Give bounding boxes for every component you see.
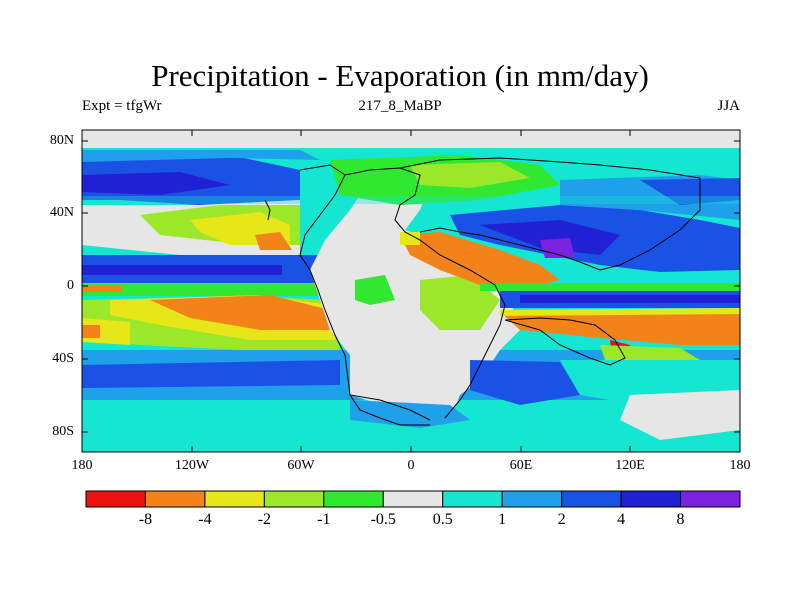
period-label: 217_8_MaBP <box>358 98 442 114</box>
colorbar-swatch <box>501 490 563 508</box>
field-itcz-core <box>82 265 282 275</box>
lon-label-180-right: 180 <box>729 458 751 473</box>
field-south-indian-dry <box>500 312 740 345</box>
field-asian-monsoon-max <box>540 238 575 258</box>
lat-label-40n: 40N <box>49 205 74 220</box>
field-ne-pacific-driest <box>255 232 292 250</box>
experiment-label: Expt = tfgWr <box>82 98 162 114</box>
colorbar-label: -1 <box>317 511 331 528</box>
colorbar-swatch <box>323 490 384 508</box>
field-south-pacific-high <box>620 390 740 440</box>
colorbar-label: 8 <box>676 511 685 528</box>
field-indian-equatorial <box>480 283 740 291</box>
field-sahara-edge <box>400 232 420 245</box>
coastline-atlantic-east <box>344 167 506 419</box>
coastline-antarctica <box>349 394 430 426</box>
colorbar-label: 1 <box>498 511 507 528</box>
lon-label-60w: 60W <box>287 458 315 473</box>
field-north-pacific-core <box>82 172 230 195</box>
lat-label-80s: 80S <box>52 424 74 439</box>
field-south-atlantic-storm <box>350 400 470 428</box>
colorbar-swatch <box>382 490 444 508</box>
colorbar-swatch <box>263 490 325 508</box>
colorbar-label: 4 <box>617 511 626 528</box>
colorbar-swatch <box>85 490 146 508</box>
colorbar-label: -4 <box>198 511 212 528</box>
colorbar-swatch <box>680 490 741 508</box>
season-label: JJA <box>717 98 740 114</box>
colorbar-label: -2 <box>257 511 272 528</box>
field-south-indian-edge <box>500 308 740 316</box>
field-sw-pacific-driest <box>82 325 100 338</box>
field-south-atlantic-core <box>470 360 580 405</box>
coastline-americas-west <box>299 164 431 421</box>
coastline-eurasia <box>399 157 701 271</box>
lon-label-0: 0 <box>407 458 415 473</box>
field-arctic <box>82 130 740 148</box>
lon-label-180-left: 180 <box>71 458 93 473</box>
lon-label-120w: 120W <box>174 458 210 473</box>
lat-label-0: 0 <box>67 278 74 293</box>
lat-label-80n: 80N <box>49 133 74 148</box>
colorbar-swatch <box>620 490 682 508</box>
colorbar-label: -0.5 <box>370 511 396 528</box>
field-se-pacific-driest <box>150 295 330 330</box>
map-title: Precipitation - Evaporation (in mm/day) <box>151 58 649 93</box>
field-equatorial-strip <box>82 284 322 296</box>
field-midlat-ocean <box>82 196 740 204</box>
colorbar-swatch <box>442 490 503 508</box>
colorbar-swatch <box>144 490 206 508</box>
colorbar-label: 2 <box>557 511 566 528</box>
field-antarctic <box>82 430 740 452</box>
colorbar-swatch <box>204 490 265 508</box>
colorbar-swatch <box>561 490 622 508</box>
lat-label-40s: 40S <box>52 351 74 366</box>
lon-label-120e: 120E <box>615 458 645 473</box>
field-nw-pacific <box>640 178 740 205</box>
field-sw-pacific-dry <box>82 318 130 345</box>
colorbar-label: -8 <box>138 511 153 528</box>
field-itcz-indian-core <box>520 295 740 303</box>
field-southern-storm-core <box>82 360 340 388</box>
field-europe-dry <box>410 162 530 188</box>
field-atlantic-patch <box>355 275 395 305</box>
field-land-americas-africa <box>300 160 520 425</box>
field-atlantic-neutral <box>340 230 400 270</box>
coastline-island <box>264 199 271 221</box>
lon-label-60e: 60E <box>509 458 533 473</box>
field-asian-monsoon-core <box>480 220 620 255</box>
coastlines <box>264 157 701 426</box>
field-subarctic-band <box>82 150 320 162</box>
field-equatorial-dry <box>82 286 122 292</box>
axis-ticks <box>81 130 741 452</box>
field-sahara-arabia <box>400 232 560 290</box>
map-field <box>82 130 740 452</box>
colorbar-label: 0.5 <box>432 511 453 528</box>
coastline-australia <box>504 317 626 366</box>
